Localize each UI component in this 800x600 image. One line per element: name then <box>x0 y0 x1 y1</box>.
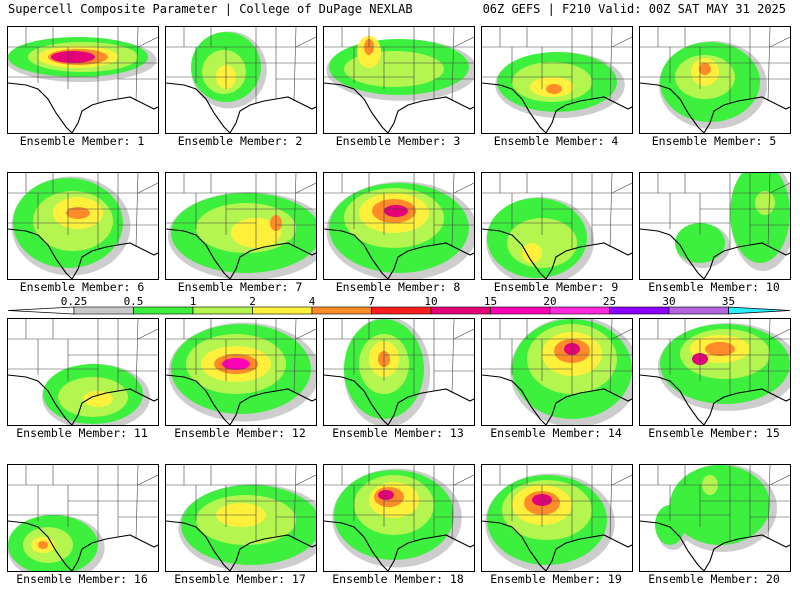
ensemble-member-label: Ensemble Member: 12 <box>174 426 306 440</box>
ensemble-member-map-15 <box>639 318 791 426</box>
ensemble-member-label: Ensemble Member: 1 <box>19 134 145 148</box>
ensemble-member-map-14 <box>481 318 633 426</box>
ensemble-member-label: Ensemble Member: 16 <box>16 572 148 586</box>
ensemble-member-label: Ensemble Member: 6 <box>19 280 145 294</box>
ensemble-member-map-10 <box>639 172 791 280</box>
colorbar-tick-label: 1 <box>190 296 197 308</box>
ensemble-member-label: Ensemble Member: 8 <box>335 280 461 294</box>
colorbar-segment <box>668 306 729 315</box>
colorbar-segment <box>73 306 134 315</box>
colorbar-tick-label: 2 <box>249 296 256 308</box>
colorbar-segment <box>252 306 313 315</box>
colorbar-segment <box>311 306 372 315</box>
map-title: Supercell Composite Parameter | College … <box>8 2 413 16</box>
ensemble-member-label: Ensemble Member: 5 <box>651 134 777 148</box>
ensemble-member-map-18 <box>323 464 475 572</box>
ensemble-member-label: Ensemble Member: 7 <box>177 280 303 294</box>
ensemble-member-map-1 <box>7 26 159 134</box>
colorbar-tick-label: 25 <box>603 296 616 308</box>
ensemble-member-map-4 <box>481 26 633 134</box>
colorbar-tick-label: 30 <box>662 296 675 308</box>
colorbar-tick-label: 7 <box>368 296 375 308</box>
ensemble-member-label: Ensemble Member: 9 <box>493 280 619 294</box>
colorbar-tick-label: 35 <box>722 296 735 308</box>
colorbar-segment <box>549 306 610 315</box>
colorbar-tick-label: 20 <box>543 296 556 308</box>
ensemble-member-label: Ensemble Member: 3 <box>335 134 461 148</box>
ensemble-member-label: Ensemble Member: 4 <box>493 134 619 148</box>
scp-color-legend: 0.25 0.5 1 2 4 7 10 15 20 25 30 35 <box>0 296 800 316</box>
colorbar-segment <box>133 306 194 315</box>
colorbar-tick-label: 10 <box>424 296 437 308</box>
ensemble-member-map-16 <box>7 464 159 572</box>
ensemble-member-label: Ensemble Member: 20 <box>648 572 780 586</box>
ensemble-member-map-8 <box>323 172 475 280</box>
ensemble-member-map-20 <box>639 464 791 572</box>
colorbar-tick-label: 0.5 <box>124 296 144 308</box>
ensemble-member-map-7 <box>165 172 317 280</box>
ensemble-member-map-2 <box>165 26 317 134</box>
colorbar-tick-label: 0.25 <box>61 296 88 308</box>
ensemble-member-map-17 <box>165 464 317 572</box>
colorbar-segment <box>609 306 670 315</box>
ensemble-member-map-19 <box>481 464 633 572</box>
ensemble-member-map-3 <box>323 26 475 134</box>
colorbar-segment <box>430 306 491 315</box>
ensemble-member-map-9 <box>481 172 633 280</box>
run-valid-time: 06Z GEFS | F210 Valid: 00Z SAT MAY 31 20… <box>482 2 786 16</box>
ensemble-member-label: Ensemble Member: 10 <box>648 280 780 294</box>
ensemble-member-map-6 <box>7 172 159 280</box>
colorbar-segment <box>490 306 551 315</box>
ensemble-member-label: Ensemble Member: 13 <box>332 426 464 440</box>
ensemble-member-label: Ensemble Member: 17 <box>174 572 306 586</box>
ensemble-member-label: Ensemble Member: 18 <box>332 572 464 586</box>
ensemble-member-label: Ensemble Member: 14 <box>490 426 622 440</box>
ensemble-member-map-13 <box>323 318 475 426</box>
colorbar-segment <box>192 306 253 315</box>
ensemble-member-label: Ensemble Member: 2 <box>177 134 303 148</box>
ensemble-member-map-5 <box>639 26 791 134</box>
colorbar-segment <box>371 306 432 315</box>
colorbar-tick-label: 4 <box>309 296 316 308</box>
ensemble-member-label: Ensemble Member: 19 <box>490 572 622 586</box>
ensemble-member-label: Ensemble Member: 11 <box>16 426 148 440</box>
ensemble-member-label: Ensemble Member: 15 <box>648 426 780 440</box>
ensemble-member-map-12 <box>165 318 317 426</box>
colorbar-tick-label: 15 <box>484 296 497 308</box>
ensemble-member-map-11 <box>7 318 159 426</box>
